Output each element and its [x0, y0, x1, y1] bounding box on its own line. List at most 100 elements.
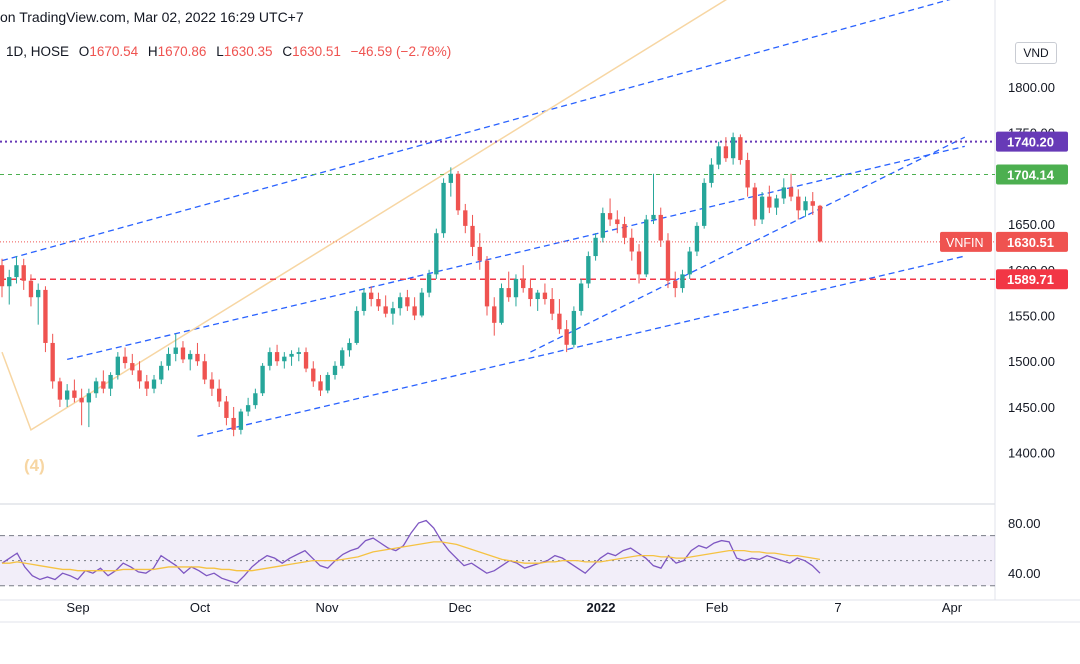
candle: [340, 347, 345, 369]
candle: [0, 258, 5, 298]
candle-body: [216, 388, 222, 402]
candle-body: [195, 353, 200, 362]
chart-source-header: on TradingView.com, Mar 02, 2022 16:29 U…: [0, 9, 304, 25]
candle-body: [752, 187, 758, 220]
candle: [463, 203, 468, 234]
candle: [79, 388, 84, 426]
candle: [238, 408, 244, 435]
candle: [470, 214, 475, 257]
candle: [817, 204, 823, 243]
price-tag-bg: [996, 164, 1068, 185]
price-tag-value: 1630.51: [1007, 235, 1054, 250]
candle: [680, 269, 685, 293]
candle-body: [557, 313, 562, 330]
high-value: 1670.86: [157, 44, 207, 59]
price-tag-bg: [996, 269, 1068, 290]
candle-body: [441, 182, 446, 234]
candle: [224, 395, 229, 426]
candle: [188, 350, 193, 371]
candle: [267, 347, 273, 371]
price-tick-label: 1550.00: [1008, 309, 1055, 324]
candle: [658, 207, 663, 247]
candle-body: [810, 201, 815, 206]
candle-body: [274, 352, 280, 362]
candle-body: [492, 306, 497, 323]
candle-body: [412, 306, 417, 316]
rsi-band-fill: [0, 535, 995, 586]
upper-channel-line: [1, 0, 951, 262]
price-tag: 1589.71: [996, 269, 1068, 290]
candle: [752, 182, 758, 226]
candle: [622, 216, 627, 245]
price-tag-value: 1589.71: [1007, 272, 1054, 287]
candle: [673, 271, 678, 298]
candle: [115, 352, 120, 380]
lower-channel-line: [197, 255, 965, 437]
candle-body: [36, 289, 41, 298]
candle-body: [571, 310, 577, 345]
candle-body: [687, 251, 692, 275]
candle-body: [600, 213, 606, 238]
candle: [448, 167, 453, 197]
candle: [506, 271, 511, 302]
candle-body: [354, 310, 359, 343]
candle-body: [564, 329, 569, 345]
candle: [7, 269, 12, 305]
candle-body: [245, 405, 251, 412]
candle: [644, 214, 649, 278]
candle-body: [390, 308, 396, 314]
candle-body: [86, 393, 92, 403]
candle-body: [803, 201, 808, 211]
candle: [528, 278, 533, 307]
time-tick-label: Nov: [315, 600, 339, 615]
candle: [434, 228, 439, 279]
price-axis: 1400.001450.001500.001550.001600.001650.…: [940, 80, 1068, 461]
candle: [28, 274, 34, 307]
candle: [412, 297, 417, 321]
candle: [216, 379, 222, 407]
candle: [738, 134, 743, 165]
candle-body: [21, 265, 26, 281]
candle-body: [463, 210, 468, 226]
candle: [716, 141, 721, 170]
candle: [549, 288, 555, 321]
wave-4-label: (4): [24, 456, 45, 475]
low-label: L: [216, 44, 224, 59]
candle-body: [0, 265, 5, 287]
candle-body: [14, 265, 19, 278]
candle: [455, 171, 461, 215]
candlestick-series: [0, 132, 823, 437]
candle-body: [173, 347, 178, 354]
candle-body: [629, 237, 634, 252]
candle-body: [434, 233, 439, 275]
candle-body: [767, 196, 772, 208]
candle-body: [108, 374, 113, 389]
candle-body: [723, 146, 729, 159]
time-tick-label: 7: [834, 600, 841, 615]
price-tick-label: 1650.00: [1008, 217, 1055, 232]
candle-body: [702, 182, 707, 226]
rsi-tick-label: 40.00: [1008, 566, 1041, 581]
candle: [144, 374, 149, 396]
candle-body: [607, 213, 613, 220]
candle-body: [716, 146, 721, 165]
candle-body: [267, 352, 273, 366]
candle: [209, 372, 215, 396]
candle-body: [738, 137, 743, 161]
candle-body: [303, 352, 309, 369]
candle: [564, 320, 569, 353]
candle-body: [325, 374, 330, 391]
candle-body: [72, 390, 77, 398]
candle-body: [774, 198, 779, 208]
candle: [72, 379, 77, 403]
candle: [513, 274, 519, 307]
candle: [50, 333, 55, 389]
candle: [325, 372, 330, 394]
candle-body: [484, 260, 490, 307]
candle-body: [513, 278, 519, 298]
candle: [43, 286, 48, 353]
candle: [361, 288, 367, 316]
currency-button[interactable]: VND: [1015, 42, 1057, 64]
price-tick-label: 1500.00: [1008, 354, 1055, 369]
